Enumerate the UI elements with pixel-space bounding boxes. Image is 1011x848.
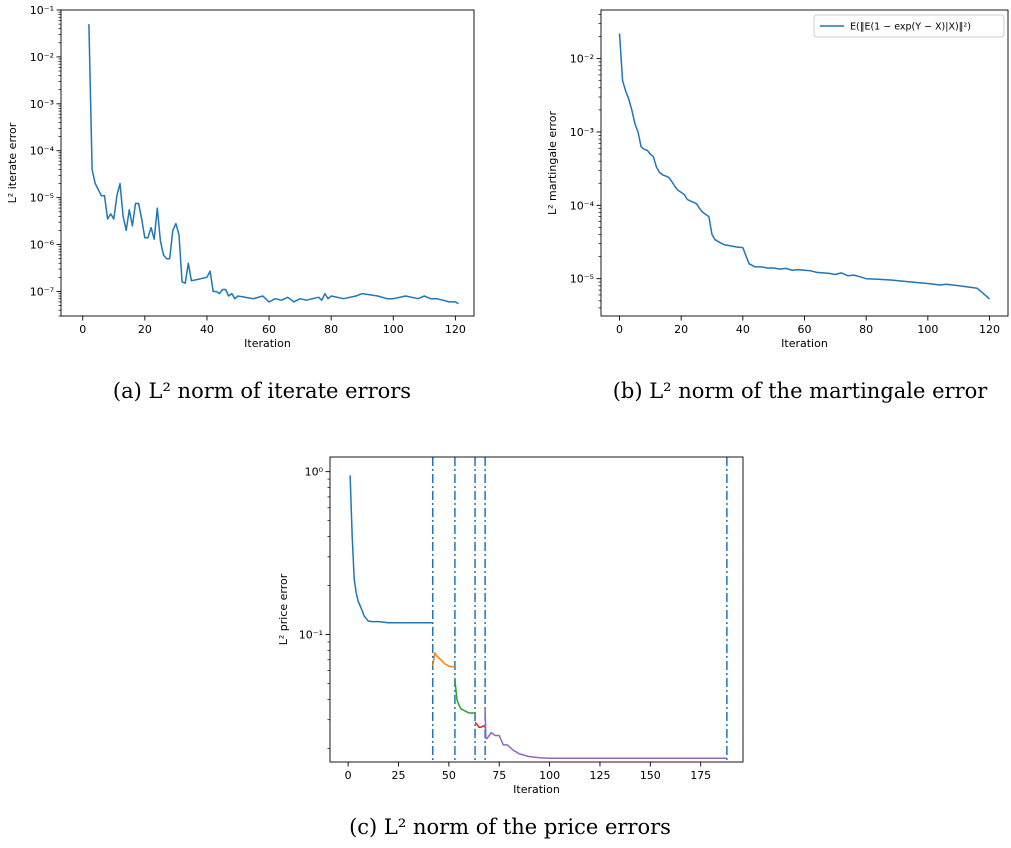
- x-tick-label: 20: [674, 323, 688, 336]
- x-tick-label: 75: [492, 769, 506, 782]
- panel-a-iterate-error-chart: 10⁻⁷ 10⁻⁶ 10⁻⁵ 10⁻⁴ 10⁻³ 10⁻² 10⁻¹ 0 20 40 60 80 100…: [6, 4, 475, 350]
- y-tick-label: 10⁻⁵: [570, 273, 594, 286]
- panel-b-martingale-error-chart: 10⁻⁵ 10⁻⁴ 10⁻³ 10⁻² 0 20 40 60 80 100 120 Iteration…: [546, 9, 1009, 350]
- x-tick-label: 175: [690, 769, 711, 782]
- x-tick-label: 100: [383, 323, 404, 336]
- x-tick-label: 0: [345, 769, 352, 782]
- x-axis-label: Iteration: [781, 337, 828, 350]
- x-tick-label: 40: [736, 323, 750, 336]
- y-axis-label: L² price error: [277, 573, 290, 645]
- y-tick-label: 10⁻⁴: [570, 199, 595, 212]
- x-tick-label: 60: [798, 323, 812, 336]
- y-tick-label: 10⁻⁴: [30, 145, 55, 158]
- series-line-4: [474, 721, 486, 728]
- plot-frame: [600, 9, 1009, 317]
- x-tick-label: 80: [859, 323, 873, 336]
- x-tick-label: 60: [262, 323, 276, 336]
- series-line-1: [618, 33, 990, 300]
- y-tick-label: 10⁻³: [30, 98, 54, 111]
- x-axis-label: Iteration: [513, 783, 560, 796]
- y-tick-label: 10⁰: [305, 466, 324, 479]
- x-tick-label: 125: [589, 769, 610, 782]
- y-tick-label: 10⁻¹: [30, 4, 54, 17]
- series-line-1: [88, 24, 459, 305]
- caption-b: (b) L² norm of the martingale error: [613, 379, 989, 403]
- x-tick-label: 40: [200, 323, 214, 336]
- x-tick-label: 120: [979, 323, 1000, 336]
- x-tick-label: 50: [442, 769, 456, 782]
- series-line-1: [349, 475, 433, 624]
- y-tick-label: 10⁻³: [570, 126, 594, 139]
- series-line-5: [484, 708, 727, 759]
- x-tick-label: 120: [445, 323, 466, 336]
- x-tick-label: 25: [391, 769, 405, 782]
- x-axis-label: Iteration: [244, 337, 291, 350]
- plot-frame: [60, 9, 475, 317]
- y-axis-label: L² martingale error: [546, 111, 559, 216]
- y-tick-label: 10⁻¹: [299, 629, 323, 642]
- x-tick-label: 80: [324, 323, 338, 336]
- legend-box: [813, 14, 1005, 38]
- y-tick-label: 10⁻²: [570, 53, 594, 66]
- x-tick-label: 20: [138, 323, 152, 336]
- panel-c-price-error-chart: 10⁻¹ 10⁰ 0 25 50 75 100 125 150 175 Iteration L² pr…: [277, 456, 744, 796]
- y-tick-label: 10⁻⁷: [30, 285, 54, 298]
- y-tick-label: 10⁻²: [30, 51, 54, 64]
- x-tick-label: 100: [917, 323, 938, 336]
- x-tick-label: 0: [616, 323, 623, 336]
- plot-frame: [329, 456, 744, 763]
- y-tick-label: 10⁻⁶: [30, 239, 55, 252]
- y-tick-label: 10⁻⁵: [30, 192, 54, 205]
- caption-c: (c) L² norm of the price errors: [349, 815, 671, 839]
- series-line-3: [454, 679, 476, 714]
- x-tick-label: 150: [640, 769, 661, 782]
- legend-label: E(‖E(1 − exp(Y − X)|X)‖²): [850, 22, 971, 33]
- caption-a: (a) L² norm of iterate errors: [113, 379, 411, 403]
- series-line-2: [431, 652, 456, 668]
- x-tick-label: 0: [79, 323, 86, 336]
- y-axis-label: L² iterate error: [6, 122, 19, 203]
- x-tick-label: 100: [539, 769, 560, 782]
